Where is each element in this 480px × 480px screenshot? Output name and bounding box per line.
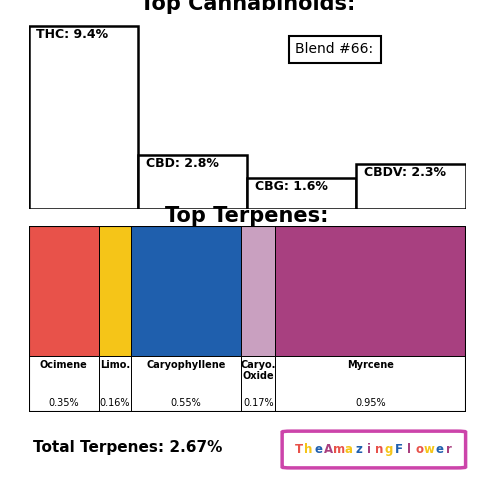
- Text: g: g: [385, 443, 393, 456]
- Text: 0.16%: 0.16%: [100, 398, 130, 408]
- Bar: [275, 356, 466, 412]
- Text: z: z: [355, 443, 362, 456]
- Text: e: e: [435, 443, 443, 456]
- Text: Caryo.
Oxide: Caryo. Oxide: [240, 360, 276, 382]
- Bar: [275, 226, 466, 356]
- Text: Ocimene: Ocimene: [40, 360, 88, 370]
- Text: Blend #66:: Blend #66:: [296, 42, 373, 57]
- Bar: [99, 226, 131, 356]
- Text: w: w: [424, 443, 434, 456]
- Text: r: r: [446, 443, 452, 456]
- Bar: [356, 165, 466, 209]
- Bar: [138, 155, 247, 209]
- Text: h: h: [304, 443, 313, 456]
- Text: A: A: [324, 443, 333, 456]
- Bar: [131, 226, 241, 356]
- Bar: [29, 226, 99, 356]
- Text: 0.17%: 0.17%: [243, 398, 274, 408]
- Text: Total Terpenes: 2.67%: Total Terpenes: 2.67%: [33, 440, 223, 455]
- Text: n: n: [375, 443, 383, 456]
- Text: m: m: [333, 443, 345, 456]
- Bar: [241, 226, 275, 356]
- Text: i: i: [367, 443, 371, 456]
- Text: T: T: [294, 443, 302, 456]
- Text: a: a: [345, 443, 353, 456]
- Title: Top Cannabinoids:: Top Cannabinoids:: [140, 0, 355, 14]
- Text: CBG: 1.6%: CBG: 1.6%: [255, 180, 328, 193]
- Bar: [99, 356, 131, 412]
- Text: F: F: [395, 443, 403, 456]
- Text: Caryophyllene: Caryophyllene: [146, 360, 226, 370]
- Text: Limo.: Limo.: [100, 360, 130, 370]
- Text: 0.95%: 0.95%: [355, 398, 386, 408]
- Text: 0.55%: 0.55%: [171, 398, 202, 408]
- Text: l: l: [407, 443, 411, 456]
- Bar: [241, 356, 275, 412]
- Text: 0.35%: 0.35%: [48, 398, 79, 408]
- Text: CBD: 2.8%: CBD: 2.8%: [145, 156, 218, 169]
- Bar: [247, 178, 356, 209]
- Bar: [29, 26, 138, 209]
- Title: Top Terpenes:: Top Terpenes:: [166, 206, 329, 226]
- Text: e: e: [314, 443, 323, 456]
- Text: Myrcene: Myrcene: [347, 360, 394, 370]
- Text: o: o: [415, 443, 423, 456]
- Bar: [131, 356, 241, 412]
- Text: CBDV: 2.3%: CBDV: 2.3%: [364, 167, 446, 180]
- FancyBboxPatch shape: [282, 431, 466, 468]
- Bar: [29, 356, 99, 412]
- Text: THC: 9.4%: THC: 9.4%: [36, 28, 108, 41]
